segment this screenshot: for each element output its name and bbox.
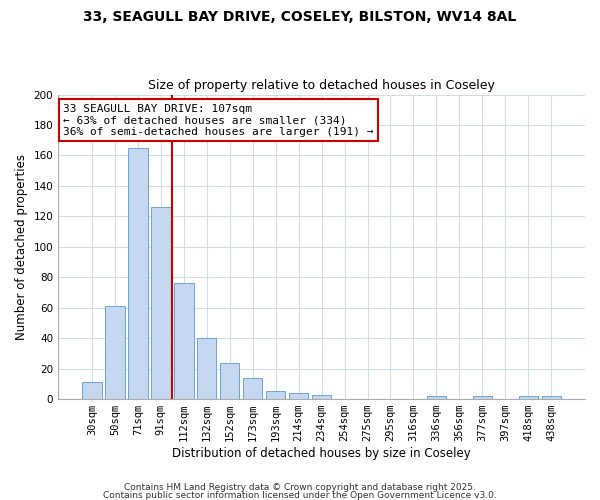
X-axis label: Distribution of detached houses by size in Coseley: Distribution of detached houses by size … — [172, 447, 471, 460]
Bar — [266, 392, 286, 399]
Bar — [473, 396, 492, 399]
Y-axis label: Number of detached properties: Number of detached properties — [15, 154, 28, 340]
Bar — [312, 394, 331, 399]
Bar — [220, 362, 239, 399]
Text: Contains public sector information licensed under the Open Government Licence v3: Contains public sector information licen… — [103, 490, 497, 500]
Bar — [542, 396, 561, 399]
Bar — [427, 396, 446, 399]
Bar — [243, 378, 262, 399]
Text: 33 SEAGULL BAY DRIVE: 107sqm
← 63% of detached houses are smaller (334)
36% of s: 33 SEAGULL BAY DRIVE: 107sqm ← 63% of de… — [64, 104, 374, 137]
Bar — [197, 338, 217, 399]
Title: Size of property relative to detached houses in Coseley: Size of property relative to detached ho… — [148, 79, 495, 92]
Bar — [128, 148, 148, 399]
Bar — [82, 382, 101, 399]
Text: 33, SEAGULL BAY DRIVE, COSELEY, BILSTON, WV14 8AL: 33, SEAGULL BAY DRIVE, COSELEY, BILSTON,… — [83, 10, 517, 24]
Bar — [151, 207, 170, 399]
Bar — [174, 284, 194, 399]
Bar — [518, 396, 538, 399]
Bar — [105, 306, 125, 399]
Bar — [289, 393, 308, 399]
Text: Contains HM Land Registry data © Crown copyright and database right 2025.: Contains HM Land Registry data © Crown c… — [124, 484, 476, 492]
